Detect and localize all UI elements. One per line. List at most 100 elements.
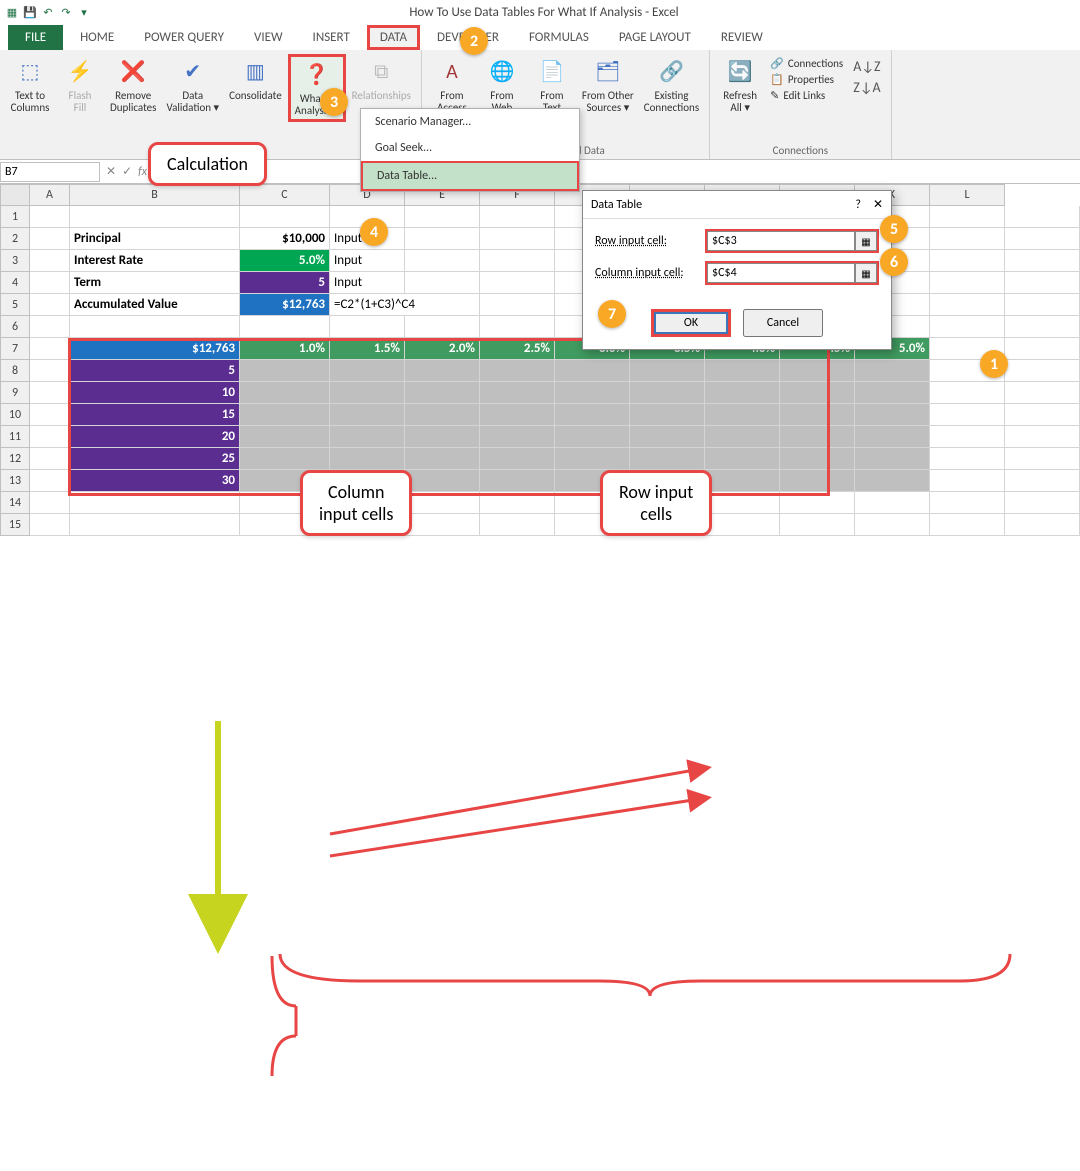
cell[interactable] [930, 272, 1005, 294]
cell[interactable] [240, 360, 330, 382]
cell[interactable] [630, 404, 705, 426]
cell[interactable] [480, 514, 555, 536]
col-header-C[interactable]: C [240, 184, 330, 206]
cell[interactable] [1005, 470, 1080, 492]
cell[interactable] [705, 514, 780, 536]
cell[interactable] [330, 404, 405, 426]
cell[interactable] [480, 448, 555, 470]
cell[interactable] [405, 426, 480, 448]
cell[interactable] [480, 250, 555, 272]
cell[interactable]: =C2*(1+C3)^C4 [330, 294, 480, 316]
from-access-button[interactable]: AFrom Access [428, 54, 476, 116]
row-header[interactable]: 15 [0, 514, 30, 536]
row-header[interactable]: 4 [0, 272, 30, 294]
row-header[interactable]: 2 [0, 228, 30, 250]
cell[interactable] [705, 426, 780, 448]
consolidate-button[interactable]: ▥Consolidate [225, 54, 286, 104]
cell[interactable] [555, 360, 630, 382]
cell[interactable] [555, 426, 630, 448]
flash-fill-button[interactable]: ⚡Flash Fill [56, 54, 104, 116]
cell[interactable] [70, 316, 240, 338]
cell[interactable] [30, 514, 70, 536]
data-validation-button[interactable]: ✔Data Validation ▾ [162, 54, 223, 116]
cell[interactable] [405, 360, 480, 382]
tab-powerquery[interactable]: POWER QUERY [131, 25, 237, 50]
tab-view[interactable]: VIEW [241, 25, 296, 50]
cell[interactable] [480, 228, 555, 250]
cell[interactable] [1005, 250, 1080, 272]
cell[interactable]: 25 [70, 448, 240, 470]
cell[interactable] [705, 492, 780, 514]
row-header[interactable]: 3 [0, 250, 30, 272]
cell[interactable] [480, 206, 555, 228]
cell[interactable] [30, 272, 70, 294]
cell[interactable] [480, 492, 555, 514]
cell[interactable] [780, 514, 855, 536]
sort-az-icon[interactable]: A↓Z [853, 58, 880, 75]
cell[interactable] [405, 448, 480, 470]
tab-data[interactable]: DATA [367, 25, 420, 50]
cell[interactable] [780, 404, 855, 426]
cell[interactable] [240, 448, 330, 470]
cell[interactable] [930, 250, 1005, 272]
cell[interactable] [30, 448, 70, 470]
tab-review[interactable]: REVIEW [708, 25, 776, 50]
row-header[interactable]: 12 [0, 448, 30, 470]
cell[interactable]: 20 [70, 426, 240, 448]
fx-icon[interactable]: fx [138, 165, 147, 179]
row-header[interactable]: 9 [0, 382, 30, 404]
cell[interactable] [780, 470, 855, 492]
cell[interactable] [30, 492, 70, 514]
cell[interactable] [330, 382, 405, 404]
row-header[interactable]: 7 [0, 338, 30, 360]
cell[interactable]: Input [330, 250, 405, 272]
cell[interactable] [1005, 316, 1080, 338]
text-to-columns-button[interactable]: ⬚Text to Columns [6, 54, 54, 116]
cell[interactable]: Principal [70, 228, 240, 250]
cell[interactable] [30, 382, 70, 404]
cell[interactable] [1005, 514, 1080, 536]
cell[interactable] [705, 470, 780, 492]
cell[interactable] [855, 492, 930, 514]
goal-seek-item[interactable]: Goal Seek... [361, 135, 579, 161]
cell[interactable] [855, 426, 930, 448]
name-box[interactable] [0, 162, 100, 182]
cell[interactable] [855, 514, 930, 536]
cell[interactable] [1005, 382, 1080, 404]
redo-icon[interactable]: ↷ [58, 4, 74, 20]
cell[interactable] [780, 382, 855, 404]
cell[interactable] [330, 360, 405, 382]
cell[interactable]: $10,000 [240, 228, 330, 250]
cell[interactable] [480, 294, 555, 316]
enter-icon[interactable]: ✓ [122, 164, 132, 179]
cell[interactable]: $12,763 [240, 294, 330, 316]
cell[interactable] [30, 338, 70, 360]
edit-links-button[interactable]: ✎Edit Links [768, 88, 845, 103]
cell[interactable] [1005, 426, 1080, 448]
cell[interactable] [930, 382, 1005, 404]
col-header-[interactable] [0, 184, 30, 206]
cell[interactable] [630, 360, 705, 382]
cell[interactable] [555, 448, 630, 470]
cell[interactable] [705, 404, 780, 426]
cell[interactable] [240, 426, 330, 448]
row-input-cell[interactable] [707, 231, 855, 251]
cell[interactable] [405, 250, 480, 272]
cell[interactable]: 2.5% [480, 338, 555, 360]
cell[interactable] [630, 382, 705, 404]
ok-button[interactable]: OK [651, 309, 731, 337]
cell[interactable] [780, 426, 855, 448]
cell[interactable] [630, 426, 705, 448]
cell[interactable] [330, 316, 405, 338]
row-header[interactable]: 5 [0, 294, 30, 316]
connections-button[interactable]: 🔗Connections [768, 56, 845, 71]
row-header[interactable]: 6 [0, 316, 30, 338]
col-ref-button[interactable]: ▦ [855, 263, 877, 283]
cell[interactable] [405, 470, 480, 492]
cell[interactable] [30, 228, 70, 250]
dialog-close-icon[interactable]: ✕ [873, 197, 883, 212]
cell[interactable] [930, 448, 1005, 470]
cell[interactable]: $12,763 [70, 338, 240, 360]
properties-button[interactable]: 📋Properties [768, 72, 845, 87]
cell[interactable] [555, 382, 630, 404]
